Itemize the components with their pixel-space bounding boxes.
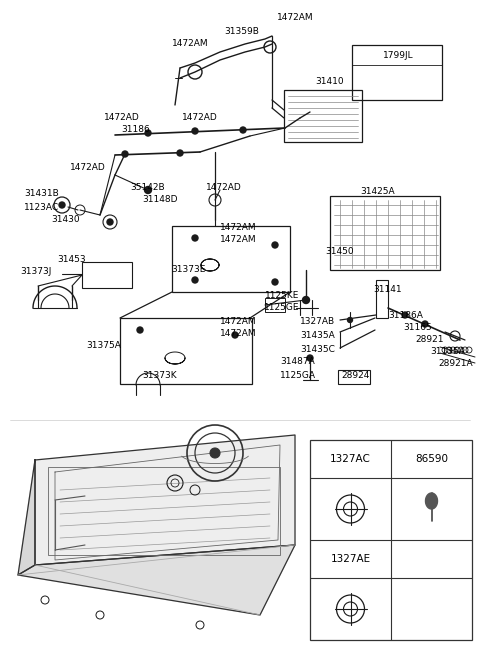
Circle shape (210, 448, 220, 458)
Text: 1472AM: 1472AM (276, 14, 313, 22)
Circle shape (145, 130, 151, 136)
Circle shape (307, 355, 313, 361)
Polygon shape (35, 435, 295, 565)
Text: 31450: 31450 (326, 248, 354, 257)
Text: 1327AE: 1327AE (330, 554, 371, 564)
Text: 31148D: 31148D (142, 195, 178, 204)
Text: 1125GE: 1125GE (264, 303, 300, 312)
Text: 31141: 31141 (374, 286, 402, 295)
Circle shape (272, 242, 278, 248)
Text: 31186A: 31186A (389, 312, 423, 320)
Circle shape (348, 318, 352, 322)
Text: 35142B: 35142B (131, 183, 165, 191)
Text: 31165: 31165 (404, 324, 432, 333)
Bar (172, 226, 290, 292)
Text: 31487A: 31487A (281, 358, 315, 367)
Text: 28921A: 28921A (439, 360, 473, 369)
Text: 1472AD: 1472AD (104, 113, 140, 122)
Text: 31453: 31453 (58, 255, 86, 265)
Circle shape (122, 151, 128, 157)
Text: 31430: 31430 (52, 215, 80, 225)
Bar (48, 467, 280, 555)
Circle shape (232, 332, 238, 338)
Bar (82, 262, 132, 288)
Text: 31375A: 31375A (86, 341, 121, 350)
Circle shape (177, 150, 183, 156)
Text: 28921: 28921 (416, 335, 444, 345)
Text: 31373E: 31373E (171, 265, 205, 274)
Text: 31410: 31410 (316, 77, 344, 86)
Text: 31373K: 31373K (143, 371, 177, 381)
Text: 1472AD: 1472AD (182, 113, 218, 122)
Bar (310, 440, 472, 640)
Bar (338, 370, 370, 384)
Circle shape (422, 321, 428, 327)
Text: 1472AD: 1472AD (206, 183, 242, 191)
Circle shape (192, 128, 198, 134)
Bar (120, 318, 252, 384)
Circle shape (144, 187, 152, 193)
Text: 1472AM: 1472AM (220, 223, 256, 233)
Text: 31431B: 31431B (24, 189, 60, 198)
Text: 31359B: 31359B (225, 28, 259, 37)
Polygon shape (18, 460, 35, 575)
Bar (284, 90, 362, 142)
Text: 1472AM: 1472AM (220, 329, 256, 339)
Text: 31425A: 31425A (360, 187, 396, 196)
Text: 1472AM: 1472AM (220, 236, 256, 244)
Text: 1125KE: 1125KE (265, 291, 299, 301)
Polygon shape (425, 493, 437, 509)
Text: 1125GA: 1125GA (280, 371, 316, 379)
Circle shape (59, 202, 65, 208)
Text: 1472AM: 1472AM (220, 318, 256, 326)
Text: 31135A: 31135A (431, 348, 466, 356)
Bar (376, 280, 388, 318)
Text: 31373J: 31373J (20, 267, 52, 276)
Circle shape (240, 127, 246, 133)
Text: 1123AC: 1123AC (24, 202, 60, 212)
Text: 1327AC: 1327AC (330, 454, 371, 464)
Circle shape (107, 219, 113, 225)
Text: 31186: 31186 (121, 126, 150, 134)
Text: 31435A: 31435A (300, 331, 336, 341)
Circle shape (192, 235, 198, 241)
Text: 1472AD: 1472AD (70, 164, 106, 172)
Text: 31435C: 31435C (300, 345, 336, 354)
Polygon shape (18, 545, 295, 615)
Text: 1799JL: 1799JL (383, 52, 413, 60)
Circle shape (192, 277, 198, 283)
Circle shape (402, 312, 408, 318)
Circle shape (302, 297, 310, 303)
Text: 1472AM: 1472AM (172, 39, 208, 48)
Text: 86590: 86590 (415, 454, 448, 464)
Circle shape (137, 327, 143, 333)
Circle shape (272, 279, 278, 285)
Bar (330, 196, 440, 270)
Bar (265, 298, 285, 312)
Bar (352, 45, 442, 100)
Text: 28924: 28924 (342, 371, 370, 379)
Text: 1327AB: 1327AB (300, 318, 336, 326)
